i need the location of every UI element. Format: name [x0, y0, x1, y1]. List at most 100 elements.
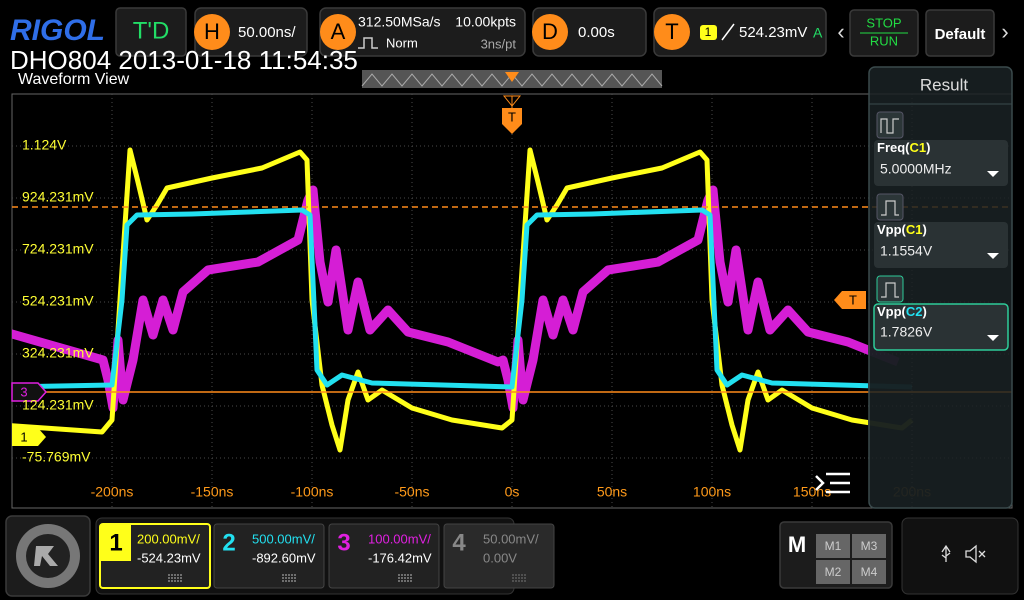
- y-label: 924.231mV: [22, 189, 94, 205]
- acquire-key[interactable]: [320, 14, 356, 50]
- trigger-source-badge: [700, 25, 717, 40]
- ch1-marker-badge[interactable]: [12, 428, 46, 446]
- trigger-source: 1: [705, 25, 712, 39]
- result-item[interactable]: [873, 303, 1009, 351]
- next-arrow[interactable]: ›: [1001, 19, 1008, 44]
- waveforms-behind-panel: [0, 150, 912, 450]
- mode-box[interactable]: [115, 7, 187, 57]
- result-item-value: 5.0000MHz: [880, 161, 952, 177]
- x-label: -50ns: [394, 484, 429, 500]
- mute-icon[interactable]: [965, 544, 986, 564]
- result-item-name: Vpp(C1): [877, 222, 927, 237]
- decoration: [282, 574, 296, 582]
- result-item-value: 1.7826V: [880, 324, 933, 340]
- x-label: 0s: [505, 484, 520, 500]
- trigger-key-label: T: [665, 19, 678, 44]
- result-item-value: 1.1554V: [880, 243, 933, 259]
- decoration: [101, 525, 131, 561]
- y-label: 324.231mV: [22, 345, 94, 361]
- horizontal-key[interactable]: [194, 14, 230, 50]
- math-button[interactable]: [852, 534, 886, 558]
- result-item-name: Vpp(C2): [877, 304, 927, 319]
- trigger-level-marker: T: [849, 292, 857, 307]
- decoration: [512, 574, 526, 582]
- channel-3-box[interactable]: 3 100.00mV/ -176.42mV: [328, 523, 440, 589]
- ch3-waveform: [0, 190, 898, 408]
- prev-arrow[interactable]: ‹: [837, 19, 844, 44]
- math-button[interactable]: [816, 534, 850, 558]
- trigger-level-badge: [834, 291, 866, 309]
- x-label: 100ns: [693, 484, 731, 500]
- math-button[interactable]: [816, 560, 850, 584]
- delay-value: 0.00s: [578, 24, 615, 41]
- result-item[interactable]: [874, 140, 1008, 186]
- math-key[interactable]: M: [788, 532, 806, 557]
- y-label: 524.231mV: [22, 293, 94, 309]
- channel-offset: -892.60mV: [252, 550, 316, 565]
- trigger-position-marker: T: [508, 109, 516, 124]
- dropdown-arrow: [987, 171, 999, 177]
- watermark: DHO804 2013-01-18 11:54:35: [10, 45, 358, 75]
- mode-label: T'D: [133, 17, 170, 44]
- result-title: Result: [920, 75, 968, 94]
- gear-logo-glyph: [34, 546, 58, 566]
- channel-number: 4: [452, 529, 466, 556]
- meas-icon-glyph: [881, 200, 899, 216]
- time-per-point: 3ns/pt: [481, 36, 517, 51]
- math-button[interactable]: [852, 560, 886, 584]
- meas-icon: [876, 193, 904, 221]
- ch3-marker: 3: [20, 384, 27, 399]
- channel-scale: 100.00mV/: [368, 531, 431, 546]
- trigger-sweep: A: [813, 25, 823, 41]
- channel-2-box[interactable]: 2 500.00mV/ -892.60mV: [213, 523, 325, 589]
- channel-number: 2: [222, 529, 235, 556]
- acquire-icon: [358, 37, 378, 49]
- channel-1-box[interactable]: 1 200.00mV/ -524.23mV: [99, 523, 211, 589]
- ch1-marker: 1: [20, 429, 27, 444]
- meas-icon-glyph: [880, 118, 899, 134]
- sample-rate: 312.50MSa/s: [358, 14, 441, 30]
- trigger-level: 524.23mV: [739, 24, 807, 41]
- decoration: [815, 475, 825, 491]
- y-labels: 1.124V 924.231mV 724.231mV 524.231mV 324…: [22, 137, 94, 465]
- math-button-label: M3: [861, 539, 878, 553]
- x-label: 50ns: [597, 484, 627, 500]
- x-label: 150ns: [793, 484, 831, 500]
- status-box: [901, 517, 1019, 595]
- trigger-position-arrow: [502, 95, 522, 107]
- channel-offset: -524.23mV: [137, 550, 201, 565]
- trigger-key[interactable]: [654, 14, 690, 50]
- menu-button[interactable]: [815, 472, 850, 494]
- run-label: RUN: [870, 33, 898, 48]
- channel-scale: 500.00mV/: [252, 531, 315, 546]
- y-label: 1.124V: [22, 137, 67, 153]
- channel-4-box[interactable]: 4 50.00mV/ 0.00V: [443, 523, 555, 589]
- channel-scale: 200.00mV/: [137, 531, 200, 546]
- default-button[interactable]: [925, 9, 995, 57]
- y-label: -75.769mV: [22, 449, 91, 465]
- trigger-slope-icon: [721, 23, 735, 41]
- result-item[interactable]: [874, 222, 1008, 268]
- decoration: [213, 523, 325, 589]
- math-button-label: M2: [825, 565, 842, 579]
- ch3-marker-badge[interactable]: [11, 382, 48, 402]
- trigger-position-badge: [502, 108, 522, 134]
- channel-number: 3: [337, 529, 350, 556]
- ch2-waveform: [2, 210, 912, 387]
- channel-number: 1: [109, 529, 122, 556]
- delay-key-label: D: [542, 19, 558, 44]
- dropdown-arrow: [987, 335, 999, 341]
- dropdown-arrow: [987, 253, 999, 259]
- memory-depth: 10.00kpts: [455, 14, 516, 30]
- x-label: -200ns: [91, 484, 134, 500]
- usb-icon: [941, 544, 951, 562]
- delay-key[interactable]: [532, 14, 568, 50]
- decoration: [398, 574, 412, 582]
- result-item-name: Freq(C1): [877, 140, 930, 155]
- x-labels: -200ns -150ns -100ns -50ns 0s 50ns 100ns…: [91, 484, 931, 500]
- acquire-key-label: A: [331, 19, 346, 44]
- horizontal-scale: 50.00ns/: [238, 24, 296, 41]
- x-label: -100ns: [291, 484, 334, 500]
- decoration: [168, 574, 182, 582]
